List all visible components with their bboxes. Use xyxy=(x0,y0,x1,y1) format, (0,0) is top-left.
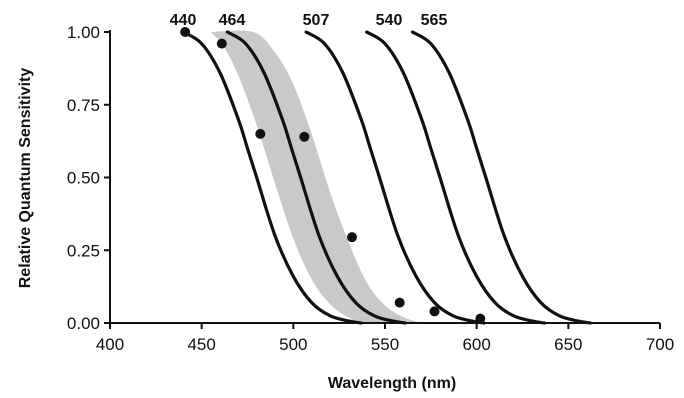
y-axis-title: Relative Quantum Sensitivity xyxy=(17,68,34,289)
data-points-layer xyxy=(180,27,486,324)
x-tick-label-600: 600 xyxy=(462,335,490,354)
curve-540 xyxy=(365,30,547,325)
y-tick-label-0.75: 0.75 xyxy=(67,96,100,115)
data-point-8 xyxy=(475,313,486,324)
curve-label-507: 507 xyxy=(303,12,330,29)
curve-label-565: 565 xyxy=(421,12,448,29)
data-point-3 xyxy=(255,128,266,139)
data-point-5 xyxy=(347,232,357,243)
y-tick-label-1.00: 1.00 xyxy=(67,23,100,42)
confidence-band xyxy=(210,30,422,324)
curve-label-440: 440 xyxy=(170,12,197,29)
data-point-7 xyxy=(429,306,440,317)
curve-label-464: 464 xyxy=(219,12,246,29)
data-point-1 xyxy=(180,27,191,37)
curve-507 xyxy=(304,30,486,325)
curve-565 xyxy=(410,30,592,325)
data-point-4 xyxy=(299,131,310,142)
x-tick-label-700: 700 xyxy=(646,335,674,354)
curve-464 xyxy=(225,30,407,325)
shaded-band-layer xyxy=(210,30,422,324)
x-tick-label-500: 500 xyxy=(279,335,307,354)
axes-layer: 400 450 500 550 600 650 700 0.00 0.25 0.50 0.75 1.0… xyxy=(67,23,674,354)
curves-layer xyxy=(181,30,592,325)
curve-label-540: 540 xyxy=(376,12,403,29)
x-tick-label-450: 450 xyxy=(187,335,215,354)
x-axis-title: Wavelength (nm) xyxy=(328,375,456,392)
x-tick-label-650: 650 xyxy=(554,335,582,354)
y-tick-label-0.00: 0.00 xyxy=(67,314,100,333)
y-tick-label-0.50: 0.50 xyxy=(67,169,100,188)
curve-labels-layer: 440 464 507 540 565 xyxy=(170,12,448,29)
x-tick-label-400: 400 xyxy=(96,335,124,354)
curve-440 xyxy=(181,30,363,325)
data-point-2 xyxy=(216,38,227,49)
data-point-6 xyxy=(394,297,405,308)
x-tick-label-550: 550 xyxy=(371,335,399,354)
y-tick-label-0.25: 0.25 xyxy=(67,241,100,260)
